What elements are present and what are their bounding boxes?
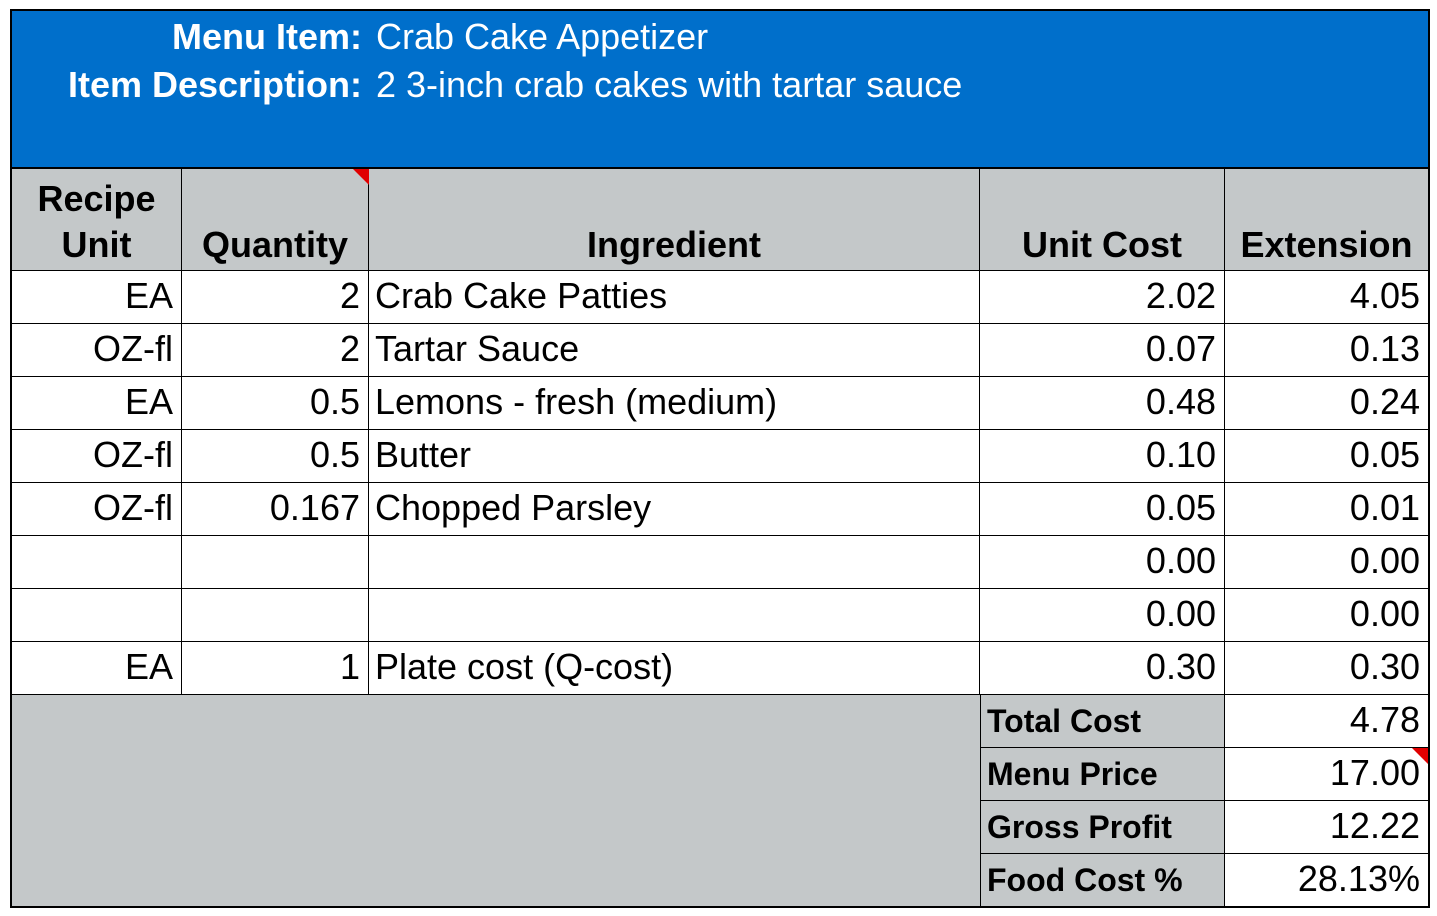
recipe-unit-cell[interactable]: OZ-fl (12, 483, 182, 536)
unit-cost-cell[interactable]: 0.00 (980, 536, 1225, 589)
unit-cost-cell[interactable]: 0.07 (980, 324, 1225, 377)
unit-cost-cell[interactable]: 0.48 (980, 377, 1225, 430)
unit-cost-cell[interactable]: 0.10 (980, 430, 1225, 483)
col-header-ingredient: Ingredient (369, 169, 980, 271)
menu-item-label: Menu Item: (171, 16, 362, 57)
col-header-extension: Extension (1225, 169, 1428, 271)
recipe-unit-cell[interactable]: OZ-fl (12, 324, 182, 377)
recipe-cost-sheet: Menu Item: Crab Cake Appetizer Item Descr… (10, 9, 1430, 908)
col-header-unit-cost: Unit Cost (980, 169, 1225, 271)
item-description-value[interactable]: 2 3-inch crab cakes with tartar sauce (376, 64, 963, 105)
recipe-unit-cell[interactable]: EA (12, 377, 182, 430)
extension-cell[interactable]: 0.24 (1225, 377, 1428, 430)
col-header-quantity-label: Quantity (201, 224, 348, 265)
ingredient-cell[interactable]: Chopped Parsley (369, 483, 980, 536)
summary-label: Gross Profit (980, 801, 1225, 854)
ingredient-cell[interactable]: Lemons - fresh (medium) (369, 377, 980, 430)
col-header-extension-label: Extension (1240, 224, 1413, 265)
recipe-unit-cell[interactable]: EA (12, 271, 182, 324)
quantity-cell[interactable]: 1 (182, 642, 369, 695)
col-header-recipe-unit-line1: Recipe (37, 178, 156, 219)
recipe-unit-cell[interactable]: OZ-fl (12, 430, 182, 483)
ingredient-cell[interactable]: Crab Cake Patties (369, 271, 980, 324)
quantity-cell[interactable]: 2 (182, 324, 369, 377)
item-description-row: Item Description: 2 3-inch crab cakes wit… (12, 61, 962, 109)
quantity-cell[interactable]: 0.5 (182, 430, 369, 483)
menu-item-row: Menu Item: Crab Cake Appetizer (12, 13, 708, 61)
col-header-quantity: Quantity (182, 169, 369, 271)
menu-item-banner: Menu Item: Crab Cake Appetizer Item Descr… (12, 11, 1428, 169)
summary-label: Total Cost (980, 695, 1225, 748)
quantity-cell[interactable]: 2 (182, 271, 369, 324)
extension-cell[interactable]: 0.00 (1225, 589, 1428, 642)
extension-cell[interactable]: 0.05 (1225, 430, 1428, 483)
summary-label: Food Cost % (980, 854, 1225, 907)
summary-value[interactable]: 4.78 (1225, 695, 1428, 748)
item-description-label: Item Description: (67, 64, 362, 105)
ingredient-cell[interactable]: Plate cost (Q-cost) (369, 642, 980, 695)
quantity-cell[interactable]: 0.167 (182, 483, 369, 536)
quantity-cell[interactable] (182, 589, 369, 642)
col-header-recipe-unit: Recipe Unit (12, 169, 182, 271)
summary-label: Menu Price (980, 748, 1225, 801)
extension-cell[interactable]: 4.05 (1225, 271, 1428, 324)
extension-cell[interactable]: 0.30 (1225, 642, 1428, 695)
extension-cell[interactable]: 0.00 (1225, 536, 1428, 589)
unit-cost-cell[interactable]: 0.30 (980, 642, 1225, 695)
extension-cell[interactable]: 0.13 (1225, 324, 1428, 377)
comment-indicator-icon[interactable] (353, 169, 369, 185)
ingredient-cell[interactable]: Tartar Sauce (369, 324, 980, 377)
unit-cost-cell[interactable]: 0.05 (980, 483, 1225, 536)
col-header-unit-cost-label: Unit Cost (1022, 224, 1182, 265)
summary-value[interactable]: 28.13% (1225, 854, 1428, 907)
ingredient-cell[interactable]: Butter (369, 430, 980, 483)
menu-item-value[interactable]: Crab Cake Appetizer (376, 16, 709, 57)
ingredient-cell[interactable] (369, 536, 980, 589)
comment-indicator-icon[interactable] (1412, 748, 1428, 764)
quantity-cell[interactable]: 0.5 (182, 377, 369, 430)
summary-value[interactable]: 17.00 (1225, 748, 1428, 801)
recipe-unit-cell[interactable]: EA (12, 642, 182, 695)
recipe-unit-cell[interactable] (12, 589, 182, 642)
recipe-unit-cell[interactable] (12, 536, 182, 589)
col-header-recipe-unit-line2: Unit (61, 224, 132, 265)
extension-cell[interactable]: 0.01 (1225, 483, 1428, 536)
unit-cost-cell[interactable]: 0.00 (980, 589, 1225, 642)
ingredient-cell[interactable] (369, 589, 980, 642)
summary-value[interactable]: 12.22 (1225, 801, 1428, 854)
unit-cost-cell[interactable]: 2.02 (980, 271, 1225, 324)
quantity-cell[interactable] (182, 536, 369, 589)
col-header-ingredient-label: Ingredient (586, 224, 761, 265)
